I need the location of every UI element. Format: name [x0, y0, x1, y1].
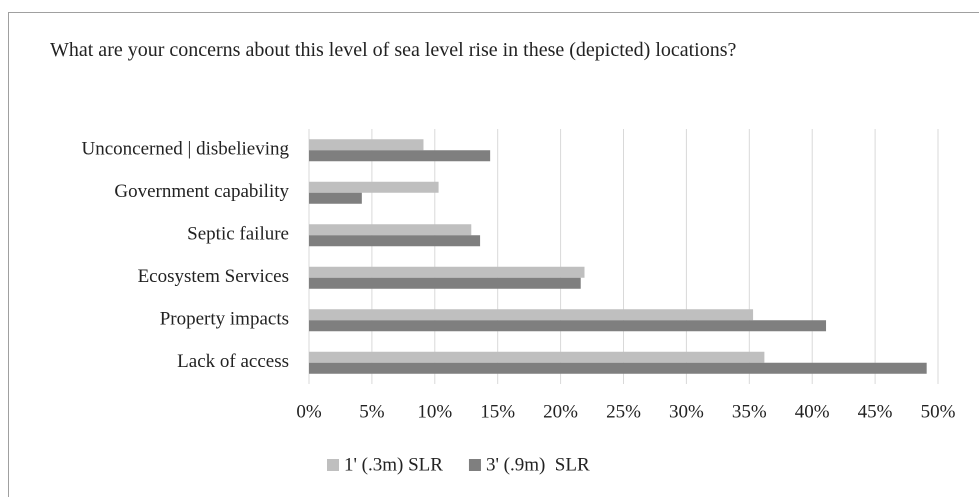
bar — [309, 320, 827, 332]
bar — [309, 351, 765, 363]
bar — [309, 277, 581, 289]
x-tick-label: 50% — [921, 401, 956, 422]
x-tick-label: 40% — [795, 401, 830, 422]
x-tick-label: 15% — [480, 401, 515, 422]
bar — [309, 192, 362, 204]
bar — [309, 235, 481, 247]
bar — [309, 150, 491, 162]
legend-swatch — [468, 459, 481, 471]
bar — [309, 224, 472, 236]
x-tick-label: 20% — [543, 401, 578, 422]
x-tick-label: 35% — [732, 401, 767, 422]
y-tick-label: Septic failure — [187, 224, 289, 245]
x-tick-label: 10% — [417, 401, 452, 422]
chart-title: What are your concerns about this level … — [50, 39, 737, 61]
legend-label: 1' (.3m) SLR — [344, 454, 443, 475]
y-tick-label: Government capability — [114, 181, 289, 202]
legend-label: 3' (.9m) SLR — [486, 454, 590, 475]
bar — [309, 266, 585, 278]
x-tick-label: 45% — [858, 401, 893, 422]
y-tick-label: Ecosystem Services — [138, 266, 289, 287]
x-tick-label: 30% — [669, 401, 704, 422]
y-tick-label: Property impacts — [160, 309, 289, 330]
chart-border — [8, 12, 979, 497]
x-tick-label: 0% — [296, 401, 322, 422]
x-tick-label: 25% — [606, 401, 641, 422]
bar — [309, 181, 439, 193]
legend-swatch — [327, 459, 339, 471]
y-tick-label: Unconcerned | disbelieving — [82, 139, 290, 160]
y-tick-label: Lack of access — [177, 351, 289, 372]
bar — [309, 139, 424, 151]
bar — [309, 309, 754, 321]
bar — [309, 362, 927, 374]
x-tick-label: 5% — [359, 401, 385, 422]
